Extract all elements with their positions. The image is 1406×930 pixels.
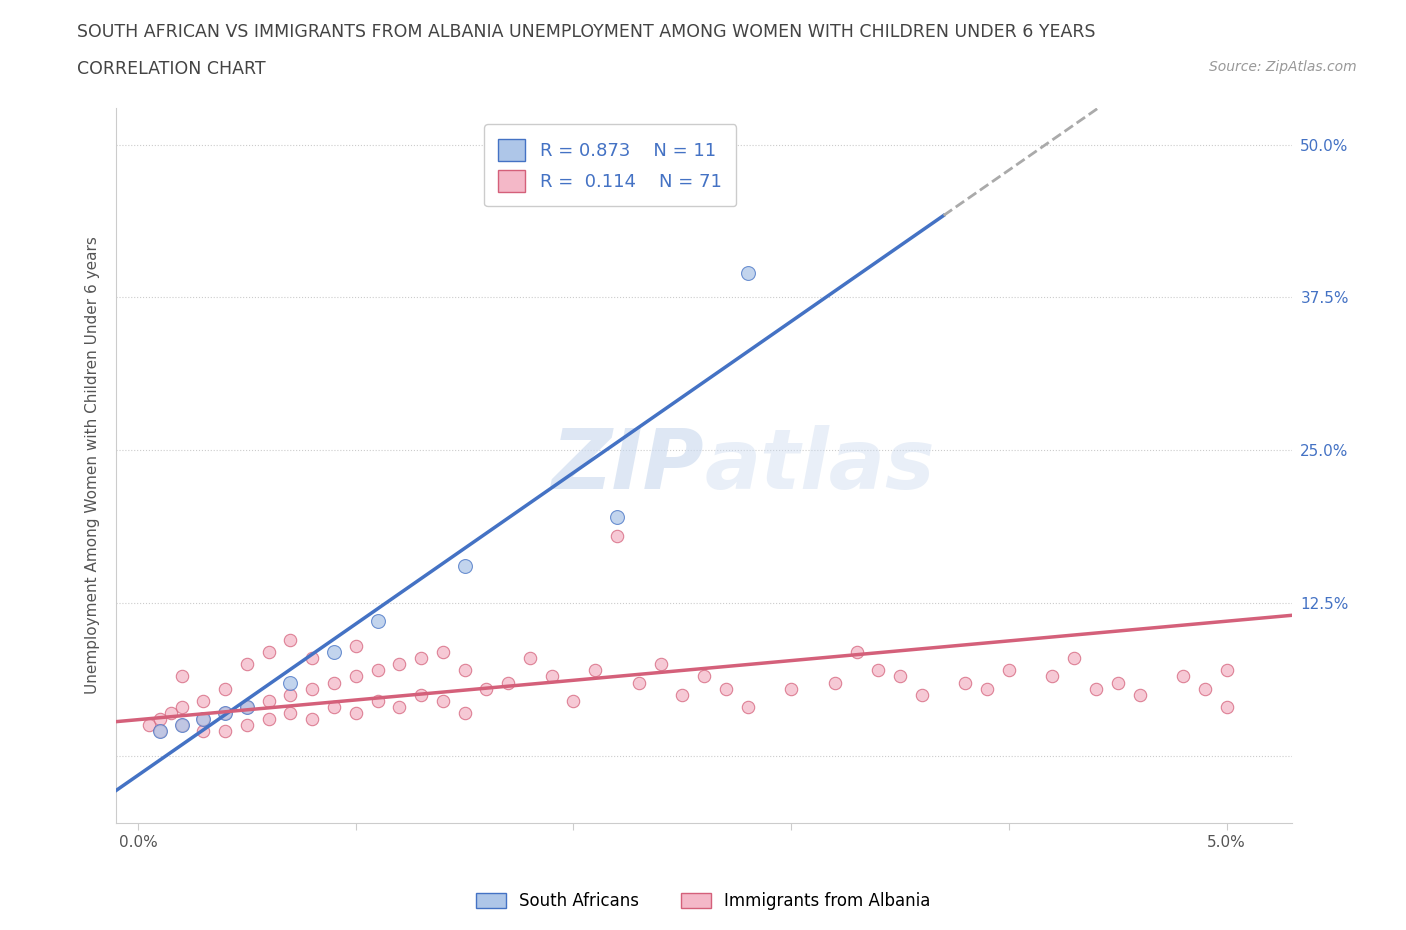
Point <box>583 663 606 678</box>
Point <box>409 651 432 666</box>
Point <box>889 669 911 684</box>
Point <box>170 718 193 733</box>
Point <box>323 675 346 690</box>
Point <box>138 718 160 733</box>
Point <box>367 694 389 709</box>
Point <box>453 706 475 721</box>
Point <box>1215 699 1237 714</box>
Point <box>824 675 846 690</box>
Point <box>868 663 890 678</box>
Point <box>301 681 323 696</box>
Point <box>170 718 193 733</box>
Point <box>432 694 454 709</box>
Point <box>280 687 302 702</box>
Point <box>170 669 193 684</box>
Point <box>1171 669 1194 684</box>
Point <box>280 706 302 721</box>
Point <box>193 724 215 738</box>
Point <box>159 706 181 721</box>
Point <box>301 651 323 666</box>
Point <box>780 681 803 696</box>
Point <box>1107 675 1129 690</box>
Point <box>955 675 977 690</box>
Point <box>540 669 562 684</box>
Point <box>606 510 628 525</box>
Legend: R = 0.873    N = 11, R =  0.114    N = 71: R = 0.873 N = 11, R = 0.114 N = 71 <box>484 125 737 206</box>
Point <box>737 699 759 714</box>
Text: CORRELATION CHART: CORRELATION CHART <box>77 60 266 78</box>
Point <box>650 657 672 671</box>
Point <box>693 669 716 684</box>
Point <box>257 711 280 726</box>
Point <box>519 651 541 666</box>
Point <box>214 706 236 721</box>
Point <box>149 711 172 726</box>
Point <box>236 657 259 671</box>
Point <box>344 706 367 721</box>
Point <box>496 675 519 690</box>
Text: atlas: atlas <box>704 425 935 506</box>
Point <box>1215 663 1237 678</box>
Point <box>1129 687 1152 702</box>
Point <box>409 687 432 702</box>
Y-axis label: Unemployment Among Women with Children Under 6 years: Unemployment Among Women with Children U… <box>86 236 100 695</box>
Point <box>236 699 259 714</box>
Point <box>170 699 193 714</box>
Text: Source: ZipAtlas.com: Source: ZipAtlas.com <box>1209 60 1357 74</box>
Point <box>453 559 475 574</box>
Point <box>606 528 628 543</box>
Point <box>214 706 236 721</box>
Point <box>367 663 389 678</box>
Point <box>367 614 389 629</box>
Point <box>1085 681 1108 696</box>
Point <box>193 711 215 726</box>
Point <box>1194 681 1216 696</box>
Point <box>236 699 259 714</box>
Point <box>475 681 498 696</box>
Point <box>149 724 172 738</box>
Point <box>671 687 693 702</box>
Point <box>1063 651 1085 666</box>
Point <box>453 663 475 678</box>
Point <box>214 681 236 696</box>
Point <box>214 724 236 738</box>
Point <box>257 694 280 709</box>
Point <box>737 266 759 281</box>
Point <box>323 644 346 659</box>
Point <box>714 681 737 696</box>
Point <box>301 711 323 726</box>
Point <box>280 632 302 647</box>
Point <box>344 638 367 653</box>
Point <box>976 681 998 696</box>
Point <box>388 657 411 671</box>
Point <box>627 675 650 690</box>
Point <box>344 669 367 684</box>
Point <box>149 724 172 738</box>
Point <box>845 644 868 659</box>
Point <box>562 694 585 709</box>
Point <box>998 663 1021 678</box>
Point <box>911 687 934 702</box>
Text: ZIP: ZIP <box>551 425 704 506</box>
Text: SOUTH AFRICAN VS IMMIGRANTS FROM ALBANIA UNEMPLOYMENT AMONG WOMEN WITH CHILDREN : SOUTH AFRICAN VS IMMIGRANTS FROM ALBANIA… <box>77 23 1095 41</box>
Point <box>280 675 302 690</box>
Point <box>193 711 215 726</box>
Point <box>1042 669 1064 684</box>
Legend: South Africans, Immigrants from Albania: South Africans, Immigrants from Albania <box>470 885 936 917</box>
Point <box>323 699 346 714</box>
Point <box>257 644 280 659</box>
Point <box>236 718 259 733</box>
Point <box>388 699 411 714</box>
Point <box>432 644 454 659</box>
Point <box>193 694 215 709</box>
